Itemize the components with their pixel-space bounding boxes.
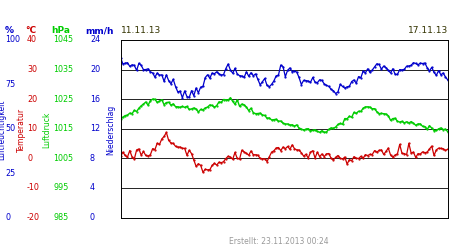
- Text: 16: 16: [90, 95, 100, 104]
- Text: 0: 0: [27, 154, 32, 163]
- Text: 50: 50: [5, 124, 15, 133]
- Text: 1015: 1015: [53, 124, 73, 133]
- Text: 1025: 1025: [53, 95, 73, 104]
- Text: 100: 100: [5, 36, 20, 44]
- Text: mm/h: mm/h: [86, 26, 114, 35]
- Text: 20: 20: [90, 65, 100, 74]
- Text: Luftdruck: Luftdruck: [42, 112, 51, 148]
- Text: Niederschlag: Niederschlag: [106, 105, 115, 155]
- Text: hPa: hPa: [52, 26, 71, 35]
- Text: 1005: 1005: [53, 154, 73, 163]
- Text: 11.11.13: 11.11.13: [121, 26, 161, 35]
- Text: -20: -20: [27, 213, 40, 222]
- Text: 0: 0: [5, 213, 10, 222]
- Text: 75: 75: [5, 80, 16, 89]
- Text: 995: 995: [53, 184, 68, 192]
- Text: %: %: [4, 26, 13, 35]
- Text: 25: 25: [5, 168, 16, 177]
- Text: 24: 24: [90, 36, 100, 44]
- Text: 30: 30: [27, 65, 37, 74]
- Text: Erstellt: 23.11.2013 00:24: Erstellt: 23.11.2013 00:24: [229, 237, 329, 246]
- Text: 40: 40: [27, 36, 37, 44]
- Text: 985: 985: [53, 213, 68, 222]
- Text: °C: °C: [25, 26, 36, 35]
- Text: -10: -10: [27, 184, 40, 192]
- Text: 8: 8: [90, 154, 95, 163]
- Text: 4: 4: [90, 184, 95, 192]
- Text: 1045: 1045: [53, 36, 73, 44]
- Text: 1035: 1035: [53, 65, 73, 74]
- Text: Temperatur: Temperatur: [17, 108, 26, 152]
- Text: 17.11.13: 17.11.13: [408, 26, 448, 35]
- Text: 0: 0: [90, 213, 95, 222]
- Text: 10: 10: [27, 124, 37, 133]
- Text: 12: 12: [90, 124, 100, 133]
- Text: 20: 20: [27, 95, 37, 104]
- Text: Luftfeuchtigkeit: Luftfeuchtigkeit: [0, 100, 6, 160]
